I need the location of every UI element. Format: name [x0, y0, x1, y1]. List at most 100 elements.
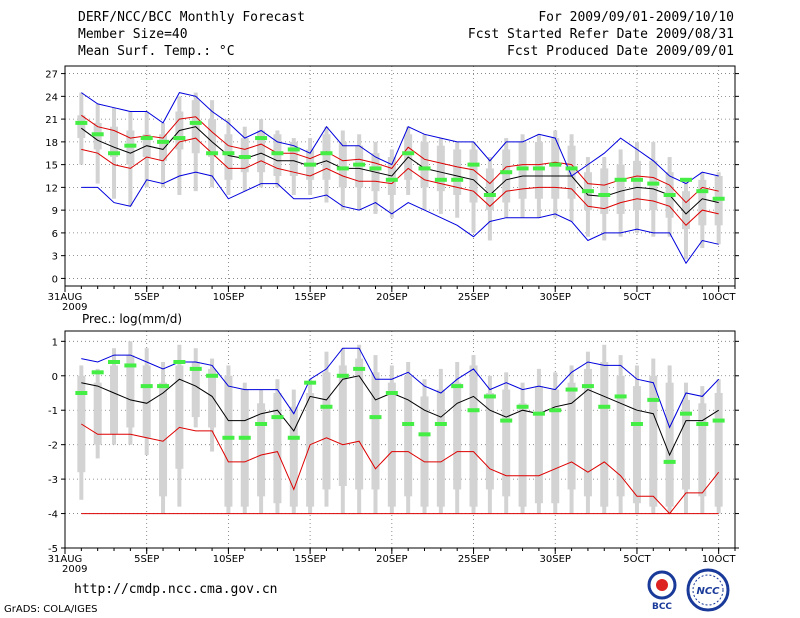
prec-observed-marker: [91, 370, 104, 375]
website-link[interactable]: http://cmdp.ncc.cma.gov.cn: [74, 582, 278, 597]
prec-box: [502, 389, 511, 497]
prec-box: [485, 393, 494, 490]
prec-observed-marker: [353, 366, 366, 371]
prec-observed-marker: [369, 415, 382, 420]
temp-box: [110, 126, 119, 158]
temp-observed-marker: [353, 162, 366, 167]
temp-ytick-label: 15: [45, 161, 58, 172]
temp-box: [224, 134, 233, 180]
prec-box: [518, 403, 527, 507]
temp-observed-marker: [402, 151, 415, 156]
prec-box: [436, 389, 445, 507]
prec-box: [649, 375, 658, 507]
prec-observed-marker: [532, 411, 545, 416]
prec-xtick-year: 2009: [62, 564, 87, 575]
prec-box: [322, 372, 331, 490]
temp-box: [420, 141, 429, 188]
temp-box: [698, 179, 707, 226]
temp-box: [257, 130, 266, 173]
prec-observed-marker: [712, 418, 725, 423]
temp-observed-marker: [157, 139, 170, 144]
temp-ytick-label: 21: [45, 115, 58, 126]
header-right: For 2009/09/01-2009/10/10 Fcst Started Re…: [468, 9, 734, 60]
temp-box: [436, 145, 445, 192]
prec-xtick-label: 10SEP: [213, 554, 244, 565]
prec-box: [240, 389, 249, 507]
prec-observed-marker: [581, 384, 594, 389]
forecast-period: For 2009/09/01-2009/10/10: [538, 10, 734, 25]
temp-xtick-label: 5SEP: [134, 292, 159, 303]
temp-box: [453, 149, 462, 195]
prec-box: [600, 362, 609, 507]
prec-observed-marker: [549, 408, 562, 413]
prec-xtick-label: 10OCT: [702, 554, 737, 565]
temp-observed-marker: [320, 151, 333, 156]
temp-observed-marker: [516, 166, 529, 171]
prec-observed-marker: [287, 435, 300, 440]
temp-xtick-label: 25SEP: [458, 292, 489, 303]
prec-observed-marker: [500, 418, 513, 423]
ncc-logo: NCC: [686, 568, 730, 612]
temp-observed-marker: [108, 151, 121, 156]
prec-box: [665, 382, 674, 507]
prec-observed-marker: [483, 394, 496, 399]
temp-box: [289, 141, 298, 176]
prec-box: [551, 389, 560, 504]
temp-observed-marker: [336, 166, 349, 171]
prec-observed-marker: [696, 422, 709, 426]
prec-observed-marker: [467, 408, 480, 413]
temp-observed-marker: [581, 189, 594, 194]
prec-observed-marker: [679, 411, 692, 416]
prec-box: [469, 365, 478, 507]
temp-observed-marker: [238, 155, 251, 160]
prec-box: [191, 362, 200, 418]
member-size: Member Size=40: [78, 27, 188, 42]
prec-box: [224, 375, 233, 507]
forecast-title: DERF/NCC/BCC Monthly Forecast: [78, 10, 305, 25]
precip-panel-title: Prec.: log(mm/d): [82, 312, 182, 326]
temp-observed-marker: [124, 143, 137, 148]
grads-credit: GrADS: COLA/IGES: [4, 604, 98, 615]
temp-ytick-label: 0: [52, 274, 58, 285]
prec-observed-marker: [238, 435, 251, 440]
temp-observed-marker: [712, 196, 725, 201]
prec-box: [453, 382, 462, 490]
prec-box: [257, 403, 266, 497]
temp-ytick-label: 24: [45, 92, 58, 103]
prec-ytick-label: -1: [48, 406, 58, 417]
prec-observed-marker: [75, 391, 88, 395]
prec-panel: -5 -4 -3 -2 -1 0 1 31AUG 5SEP 10SEP 15SEP 20SEP 25SE…: [48, 330, 739, 575]
prec-xtick-label: 5OCT: [623, 554, 651, 565]
temp-xtick-label: 30SEP: [540, 292, 571, 303]
temp-observed-marker: [304, 162, 317, 167]
temp-series-spread-lower: [81, 137, 719, 227]
prec-observed-marker: [124, 363, 137, 368]
temp-box: [551, 138, 560, 199]
temp-observed-marker: [598, 192, 611, 197]
prec-box: [355, 358, 364, 490]
prec-xtick-label: 15SEP: [294, 554, 325, 565]
prec-observed-marker: [451, 384, 464, 389]
temp-ytick-label: 6: [52, 229, 58, 240]
prec-box: [175, 365, 184, 469]
temp-box: [338, 141, 347, 188]
prec-box: [142, 365, 151, 438]
temp-xtick-year: 2009: [62, 302, 87, 313]
temp-series-mean: [81, 126, 719, 215]
temp-box: [77, 115, 86, 139]
temp-observed-marker: [483, 192, 496, 197]
temp-box: [567, 145, 576, 199]
temp-box: [322, 134, 331, 180]
prec-observed-marker: [614, 394, 627, 399]
prec-box: [681, 399, 690, 490]
prec-box: [714, 393, 723, 507]
temp-xtick-label: 15SEP: [294, 292, 325, 303]
prec-box: [632, 386, 641, 504]
temp-frame: [64, 65, 736, 287]
temp-observed-marker: [565, 166, 578, 171]
prec-box: [616, 375, 625, 497]
prec-box: [387, 382, 396, 507]
temp-xtick-label: 20SEP: [376, 292, 407, 303]
temp-box: [632, 160, 641, 211]
prec-observed-marker: [630, 422, 643, 426]
